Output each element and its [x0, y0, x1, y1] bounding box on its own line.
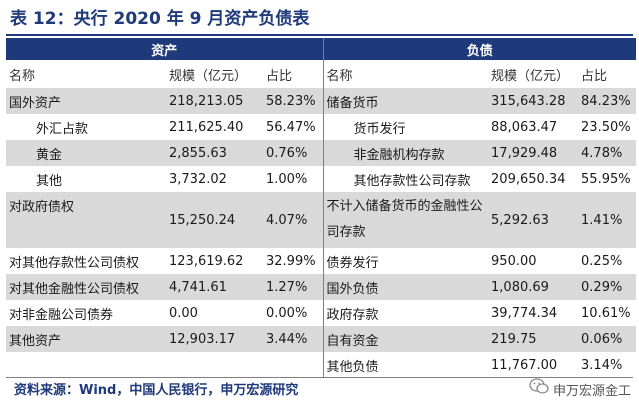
table-row: 外汇占款 211,625.40 56.47% 货币发行 88,063.47 23…: [6, 114, 636, 140]
asset-share: 3.44%: [263, 326, 324, 352]
liab-value: 17,929.48: [488, 140, 579, 166]
assets-header: 资产: [6, 38, 324, 60]
asset-value: 218,213.05: [166, 88, 263, 114]
balance-sheet-table: 资产 负债 名称 规模（亿元） 占比 名称 规模（亿元） 占比 国外资产 218…: [6, 38, 637, 378]
asset-share: 0.76%: [263, 140, 324, 166]
liab-share: 55.95%: [581, 171, 631, 187]
liab-name: 非金融机构存款: [322, 140, 489, 166]
liab-value: 1,080.69: [488, 274, 579, 300]
asset-value: [166, 352, 263, 378]
column-header-row: 名称 规模（亿元） 占比 名称 规模（亿元） 占比: [6, 60, 636, 88]
liab-name: 其他负债: [322, 352, 489, 378]
asset-name: 对其他金融性公司债权: [6, 274, 166, 300]
wechat-icon: [529, 378, 549, 405]
asset-share: 4.07%: [263, 192, 324, 248]
liab-share: 23.50%: [581, 119, 631, 135]
liab-value: 11,767.00: [491, 357, 558, 373]
asset-name: [6, 352, 166, 378]
liab-name: 政府存款: [322, 300, 489, 326]
asset-share: 56.47%: [266, 119, 316, 135]
asset-value: 4,741.61: [166, 274, 263, 300]
table-row: 国外资产 218,213.05 58.23% 储备货币 315,643.28 8…: [6, 88, 637, 114]
liab-scale-header: 规模（亿元）: [491, 68, 570, 84]
footer-divider: [6, 377, 633, 378]
liabilities-header: 负债: [322, 38, 637, 60]
liab-value: 88,063.47: [491, 119, 558, 135]
liab-value: 209,650.34: [491, 171, 566, 187]
asset-name: 其他资产: [6, 326, 166, 352]
liab-share: 0.29%: [578, 274, 637, 300]
asset-name: 黄金: [6, 140, 166, 166]
table-row: 其他 3,732.02 1.00% 其他存款性公司存款 209,650.34 5…: [6, 166, 636, 192]
liab-share: 1.41%: [578, 192, 637, 248]
liab-name: 自有资金: [322, 326, 489, 352]
assets-name-header: 名称: [9, 68, 36, 84]
asset-share: 1.00%: [266, 171, 308, 187]
liab-name: 国外负债: [322, 274, 489, 300]
liab-name: 不计入储备货币的金融性公司存款: [322, 192, 489, 248]
liab-name: 债券发行: [322, 248, 489, 274]
liab-name: 货币发行: [322, 114, 489, 140]
brand-watermark: 申万宏源金工: [529, 378, 631, 404]
liab-value: 5,292.63: [488, 192, 579, 248]
liab-share: 10.61%: [581, 305, 631, 321]
asset-share: 32.99%: [266, 253, 316, 269]
table-row: 其他负债 11,767.00 3.14%: [6, 352, 636, 378]
liab-value: 219.75: [488, 326, 579, 352]
liab-value: 39,774.34: [491, 305, 558, 321]
liab-share-header: 占比: [581, 68, 608, 84]
section-header-row: 资产 负债: [6, 38, 637, 60]
asset-share: 58.23%: [263, 88, 324, 114]
liab-share: 84.23%: [578, 88, 637, 114]
asset-name: 外汇占款: [36, 121, 89, 137]
asset-name: 国外资产: [6, 88, 166, 114]
table-row: 对其他存款性公司债权 123,619.62 32.99% 债券发行 950.00…: [6, 248, 636, 274]
table-row: 对非金融公司债券 0.00 0.00% 政府存款 39,774.34 10.61…: [6, 300, 636, 326]
liab-share: 4.78%: [578, 140, 637, 166]
liab-value: 315,643.28: [488, 88, 579, 114]
brand-name: 申万宏源金工: [552, 384, 631, 399]
asset-share: [263, 352, 323, 378]
liab-share: 0.25%: [581, 253, 623, 269]
asset-value: 12,903.17: [166, 326, 263, 352]
asset-value: 15,250.24: [166, 192, 263, 248]
asset-value: 2,855.63: [166, 140, 263, 166]
liab-share: 3.14%: [581, 357, 623, 373]
liab-name: 储备货币: [322, 88, 489, 114]
asset-name: 对政府债权: [6, 192, 166, 248]
asset-share: 1.27%: [263, 274, 324, 300]
asset-name: 对非金融公司债券: [9, 307, 114, 323]
table-title: 表 12：央行 2020 年 9 月资产负债表: [10, 9, 310, 29]
asset-value: 211,625.40: [169, 119, 244, 135]
assets-share-header: 占比: [266, 68, 293, 84]
asset-value: 3,732.02: [169, 171, 227, 187]
table-row: 对其他金融性公司债权 4,741.61 1.27% 国外负债 1,080.69 …: [6, 274, 637, 300]
table-row: 对政府债权 15,250.24 4.07% 不计入储备货币的金融性公司存款 5,…: [6, 192, 637, 248]
asset-value: 123,619.62: [169, 253, 244, 269]
assets-scale-header: 规模（亿元）: [169, 68, 248, 84]
table-row: 其他资产 12,903.17 3.44% 自有资金 219.75 0.06%: [6, 326, 637, 352]
liab-value: 950.00: [491, 253, 537, 269]
title-divider: [6, 34, 633, 36]
source-note: 资料来源：Wind，中国人民银行，申万宏源研究: [14, 383, 299, 398]
asset-name: 其他: [36, 173, 63, 189]
asset-value: 0.00: [169, 305, 198, 321]
liab-share: 0.06%: [578, 326, 637, 352]
asset-share: 0.00%: [266, 305, 308, 321]
liab-name: 其他存款性公司存款: [322, 166, 489, 192]
table-row: 黄金 2,855.63 0.76% 非金融机构存款 17,929.48 4.78…: [6, 140, 637, 166]
asset-name: 对其他存款性公司债权: [9, 255, 140, 271]
liab-name-header: 名称: [322, 60, 489, 88]
